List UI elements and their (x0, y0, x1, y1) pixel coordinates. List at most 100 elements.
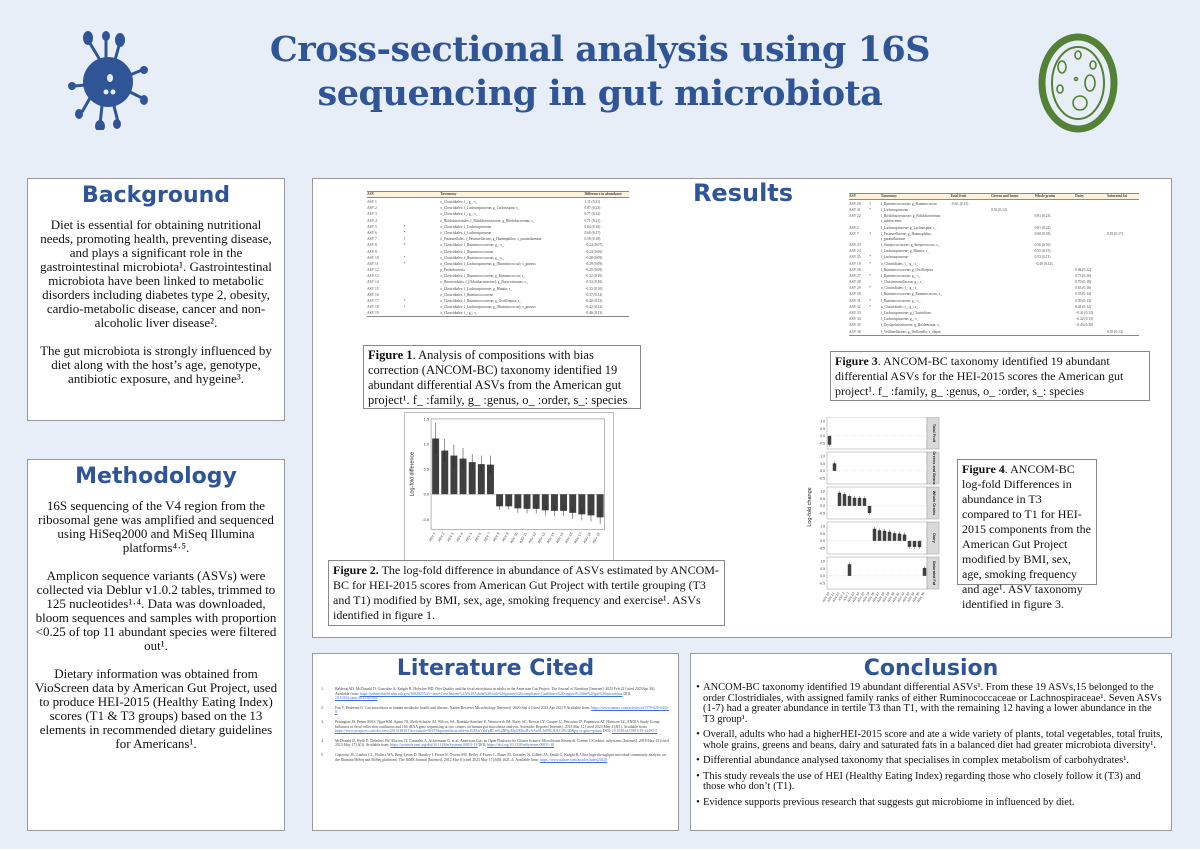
table-cell: ASV 25 (849, 255, 861, 260)
svg-text:0.5: 0.5 (820, 427, 825, 431)
table-cell: ASV 31 (849, 298, 861, 303)
table-row: ASV 33 f_Lachnospiraceae; g_Clostridium −0… (849, 311, 1139, 316)
table-cell: f_Ruminococcaceae; g_Oscillospira (880, 267, 933, 272)
table-cell: 0.63 (0.16) (1075, 286, 1092, 291)
bar (496, 494, 504, 507)
table-cell (1075, 202, 1107, 207)
table-cell (1107, 286, 1139, 291)
table-cell: o_Clostridiales; f_Ruminococcaceae (440, 249, 494, 254)
table-cell: f_Streptococcaceae; g_Streptococcus; s_ (880, 242, 940, 247)
table-cell: 0.44 (0.12) (1075, 304, 1092, 309)
table-cell: ASV 3 (367, 212, 377, 217)
table-cell: * (869, 273, 872, 278)
table-cell (991, 299, 1035, 304)
table-cell (1107, 214, 1139, 224)
table-cell: o_Clostridiales; f_Ruminococcaceae; g_Os… (440, 299, 522, 303)
conclusion-bullet-text: ANCOM-BC taxonomy identified 19 abundant… (703, 682, 1162, 725)
table-cell: f_Lachnospiraceae (880, 208, 909, 213)
table-cell (1075, 262, 1107, 267)
doi-link[interactable]: 10.1016/j.tjnut.2023.02.018 (335, 696, 378, 701)
svg-text:1.0: 1.0 (820, 560, 825, 564)
reference-item: 3. Penington JS, Penno MAS, Ngui KM, Ajam… (321, 720, 670, 734)
bar (907, 540, 912, 547)
table-cell (1107, 299, 1139, 304)
svg-text:ASV 18: ASV 18 (583, 532, 592, 544)
svg-text:0.5: 0.5 (820, 532, 825, 536)
table-cell: ASV 5 (367, 224, 377, 229)
svg-text:0.0: 0.0 (820, 539, 825, 543)
bar (872, 528, 877, 541)
table-cell (1107, 292, 1139, 297)
bar (897, 533, 902, 541)
bar (587, 494, 595, 516)
svg-text:ASV 2: ASV 2 (437, 532, 445, 543)
svg-text:ASV 15: ASV 15 (555, 532, 564, 544)
table-cell: f_Veillonellaceae; g_Veillonella; s_disp… (880, 329, 941, 334)
svg-text:1.5: 1.5 (424, 416, 430, 421)
table-cell: ASV 19 (849, 261, 861, 266)
table-cell (404, 200, 441, 205)
table-cell (1035, 274, 1076, 279)
reference-link[interactable]: https://www.nature.com/articles/ismej201… (540, 757, 608, 762)
table-cell (404, 280, 441, 285)
table-row: ASV 6 * o_Clostridiales; f_Lachnospiraceae… (367, 231, 629, 236)
table-cell: f_Lachnospiraceae; g_Blautia; s_ (880, 249, 929, 254)
table-cell: f_Lachnospiraceae; g_; s_ (880, 317, 919, 322)
table-cell: −0.33 (0.10) (584, 280, 603, 285)
reference-link[interactable]: https://www.nature.com/articles/s41579-0… (335, 705, 669, 715)
bar (922, 567, 927, 576)
table-cell: ASV 36 (849, 329, 861, 334)
svg-text:-0.5: -0.5 (819, 476, 825, 480)
table-cell: −0.49 (0.12) (1034, 261, 1053, 266)
reference-link[interactable]: https://journals.asm.org/doi/10.1128/mSy… (390, 743, 478, 748)
background-paragraph-2: The gut microbiota is strongly influence… (40, 343, 272, 386)
reference-text: Baldeon AD, McDonald D, Gonzalez A, Knig… (335, 687, 656, 701)
bar (569, 494, 577, 513)
bar (541, 494, 549, 511)
table-cell: ASV 23 (849, 242, 861, 247)
svg-text:1.0: 1.0 (424, 442, 430, 447)
svg-text:Log-fold difference: Log-fold difference (409, 452, 415, 497)
table-cell: −0.42 (0.12) (584, 305, 603, 310)
table-cell: −0.32 (0.10) (584, 274, 603, 279)
bar (847, 496, 852, 506)
table-cell: 0.91 (0.23) (1034, 214, 1051, 219)
reference-text: Caporaso JG, Lauber CL, Walters WA, Berg… (335, 752, 666, 762)
table-figure-3: ASV Taxonomy Total fruit Greens and beans Wh… (849, 193, 1139, 336)
poster-title: Cross-sectional analysis using 16S seque… (269, 29, 931, 114)
svg-text:ASV 35: ASV 35 (911, 591, 920, 603)
table-cell: o_Clostridiales; f_; g_; s_ (880, 286, 919, 291)
bar (514, 494, 522, 509)
table-cell: ASV 10 (367, 255, 379, 260)
table-cell: o_Clostridiales; f_Ruminococcaceae; g_; … (440, 243, 504, 248)
table-cell: f_Ruminococcaceae; g_Ruminococcus; s_ (880, 292, 942, 297)
petri-dish-icon (1038, 33, 1118, 133)
table-cell: ASV 34 (849, 317, 861, 322)
table-cell (404, 212, 441, 217)
reference-link[interactable]: https://pubmed.ncbi.nlm.nih.gov/36828255… (359, 691, 623, 696)
table-cell (991, 249, 1035, 254)
column-header: Difference in abundance (584, 192, 622, 196)
table-cell: ASV 18 (367, 305, 379, 310)
bar (523, 494, 531, 509)
reference-link[interactable]: https://www.proquest.com/docview/2013148… (335, 729, 603, 734)
table-cell (404, 206, 441, 211)
table-cell (869, 317, 881, 322)
reference-number: 1. (321, 687, 324, 691)
table-row: ASV 1 o_Clostridiales; f_; g_; s_ 1.11 (0.… (367, 200, 629, 205)
table-row: ASV 5 * o_Clostridiales; f_Lachnospiraceae… (367, 225, 629, 230)
table-cell: ASV 19 (367, 311, 379, 316)
bullet-icon: • (696, 770, 700, 782)
doi-link[interactable]: 10.1038/s41598-018-22491-7 (611, 729, 658, 734)
table-cell: 0.55 (0.15) (1034, 249, 1051, 254)
table-cell: f_Bifidobacteriaceae; g_Bifidobacterium;… (880, 214, 941, 224)
table-cell (869, 292, 881, 297)
doi-link[interactable]: https://doi.org/10.1128/mSystems.00031-1… (487, 743, 555, 748)
conclusion-bullet: • Differential abundance analysed taxonom… (693, 755, 1165, 767)
bar (578, 494, 586, 515)
table-row: ASV 24 f_Lachnospiraceae; g_Blautia; s_ 0.… (849, 249, 1139, 254)
facet-strip-label: Greens and Beans (932, 451, 936, 484)
bar (847, 564, 852, 576)
column-header: ASV (367, 192, 375, 196)
conclusion-list: • ANCOM-BC taxonomy identified 19 abundan… (693, 682, 1165, 808)
